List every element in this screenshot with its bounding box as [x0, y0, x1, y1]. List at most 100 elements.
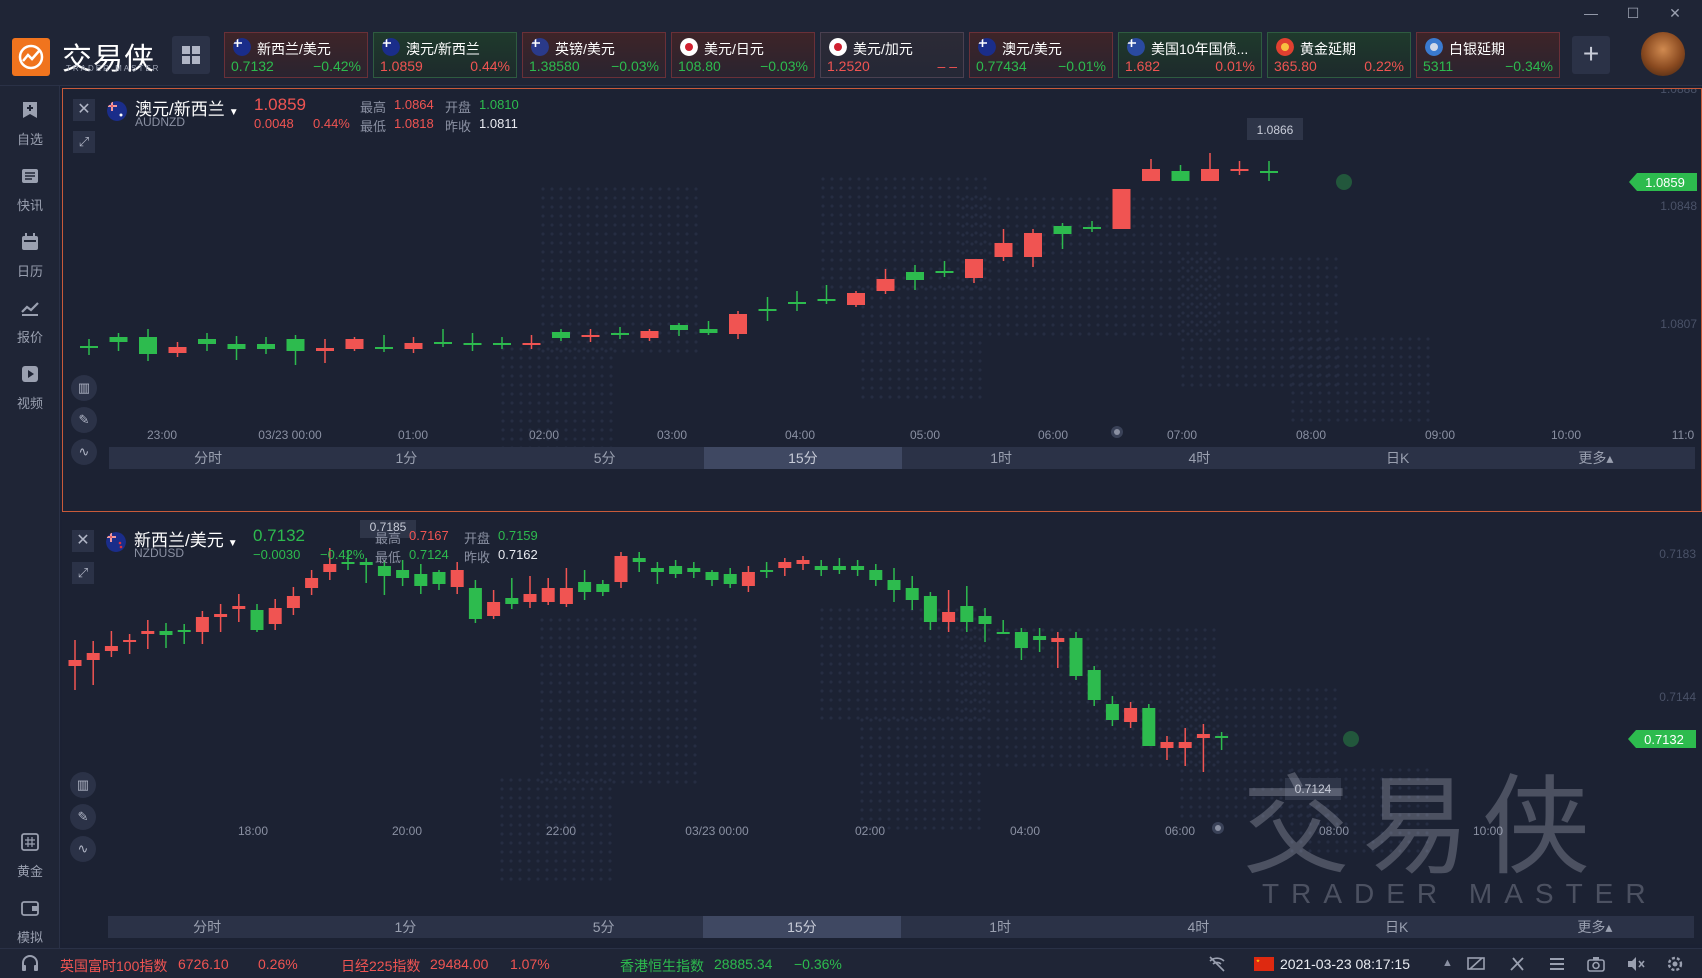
instrument-name[interactable]: 新西兰/美元 ▼ [134, 526, 238, 551]
minimize-button[interactable]: — [1584, 5, 1598, 21]
timeframe-option[interactable]: 1时 [989, 919, 1012, 935]
timeframe-option[interactable]: 日K [1384, 919, 1409, 935]
screen-icon[interactable] [1466, 955, 1486, 973]
instrument-code: NZDUSD [134, 546, 184, 560]
no-signal-icon[interactable] [1208, 955, 1226, 973]
quote-tab[interactable]: 新西兰/美元 0.7132 −0.42% [224, 32, 368, 78]
chart-type-button[interactable]: ∿ [71, 439, 97, 465]
candle-body [195, 617, 209, 632]
quote-tab[interactable]: 澳元/新西兰 1.0859 0.44% [373, 32, 517, 78]
camera-icon[interactable] [1586, 955, 1606, 973]
avatar[interactable] [1641, 32, 1685, 76]
price-change-pct: 0.44% [313, 116, 350, 131]
layout-grid-button[interactable] [172, 36, 210, 74]
grid-icon [182, 46, 200, 64]
indicator-tool-button[interactable]: ▥ [71, 375, 97, 401]
candlestick-chart[interactable]: 0.7183 0.7144 18:00 20:00 22:00 03/23 00:00 02… [62, 520, 1700, 942]
candle-body [257, 344, 275, 349]
candle-body [978, 616, 992, 624]
open-value: 0.7159 [498, 528, 538, 543]
quote-tab[interactable]: 白银延期 5311 −0.34% [1416, 32, 1560, 78]
candle-body [305, 578, 319, 588]
timeframe-option[interactable]: 15分 [703, 447, 902, 469]
expand-panel-button[interactable]: ⤢ [72, 562, 94, 584]
candle-body [1053, 226, 1072, 234]
bookmark-icon [23, 102, 37, 118]
quote-tab-name: 澳元/美元 [1002, 41, 1062, 57]
candle-body [359, 562, 373, 565]
quote-tab[interactable]: 英镑/美元 1.38580 −0.03% [522, 32, 666, 78]
timeframe-option[interactable]: 日K [1385, 450, 1410, 466]
sidebar-item-video[interactable]: 视频 [0, 364, 60, 412]
timeframe-option[interactable]: 4时 [1187, 919, 1210, 935]
jp-flag-icon [680, 38, 698, 56]
timeframe-option[interactable]: 5分 [592, 919, 615, 935]
headset-icon[interactable] [20, 955, 40, 973]
timeframe-option[interactable]: 1时 [990, 450, 1013, 466]
world-map-backdrop [501, 177, 1430, 450]
indicator-tool-button[interactable]: ▥ [70, 772, 96, 798]
close-panel-button[interactable]: ✕ [73, 99, 95, 121]
silver-icon [1425, 38, 1443, 56]
candle-body [487, 602, 501, 616]
index-name[interactable]: 香港恒生指数 [620, 958, 704, 974]
world-map-backdrop [500, 608, 1429, 881]
candle-body [505, 598, 519, 604]
timeframe-option[interactable]: 1分 [394, 919, 417, 935]
timeframe-option[interactable]: 分时 [193, 919, 222, 935]
candle-body [522, 343, 541, 345]
expand-panel-button[interactable]: ⤢ [73, 131, 95, 153]
index-name[interactable]: 日经225指数 [341, 958, 421, 974]
candle-body [832, 566, 846, 570]
timeframe-option[interactable]: 15分 [702, 916, 901, 938]
candlestick-chart[interactable]: 1.0888 1.0848 1.0807 23:00 03/23 00:00 01:00 0… [63, 89, 1701, 511]
timeframe-option[interactable]: 4时 [1188, 450, 1211, 466]
instrument-name[interactable]: 澳元/新西兰 ▼ [135, 95, 239, 120]
sidebar-item-watchlist[interactable]: 自选 [0, 100, 60, 148]
candle-body [935, 271, 954, 273]
close-panel-button[interactable]: ✕ [72, 530, 94, 552]
add-quote-button[interactable]: + [1572, 36, 1610, 74]
min-price-marker [1285, 778, 1341, 800]
candle-body [250, 610, 264, 630]
logo-icon [12, 38, 50, 76]
candle-body [578, 582, 592, 592]
sidebar-item-news[interactable]: 快讯 [0, 166, 60, 214]
time-axis-label: 03:00 [657, 428, 687, 442]
index-name[interactable]: 英国富时100指数 [60, 958, 168, 974]
time-axis-label: 23:00 [147, 428, 177, 442]
tools-icon[interactable] [1508, 955, 1526, 973]
timeframe-option[interactable]: 5分 [593, 450, 616, 466]
sidebar-item-calendar[interactable]: 日历 [0, 232, 60, 280]
caret-up-icon[interactable]: ▲ [1442, 957, 1453, 969]
quote-tab[interactable]: 澳元/美元 0.77434 −0.01% [969, 32, 1113, 78]
quote-tab[interactable]: 美国10年国债... 1.682 0.01% [1118, 32, 1262, 78]
sidebar-item-label: 模拟 [16, 930, 43, 945]
timeframe-option[interactable]: 更多▴ [1578, 450, 1614, 466]
time-axis-label: 03/23 00:00 [685, 824, 749, 838]
index-change: −0.36% [794, 956, 842, 972]
candle-body [942, 612, 956, 622]
mute-icon[interactable] [1626, 955, 1646, 973]
draw-tool-button[interactable]: ✎ [71, 407, 97, 433]
timeframe-option[interactable]: 1分 [395, 450, 418, 466]
price-change: 0.0048 [254, 116, 294, 131]
candle-body [906, 272, 924, 280]
quote-tab[interactable]: 黄金延期 365.80 0.22% [1267, 32, 1411, 78]
sidebar-item-quotes[interactable]: 报价 [0, 298, 60, 346]
menu-icon[interactable] [1548, 955, 1566, 973]
sidebar-item-demo[interactable]: 模拟 [0, 898, 60, 946]
quote-tab[interactable]: 美元/日元 108.80 −0.03% [671, 32, 815, 78]
settings-icon[interactable] [1666, 955, 1684, 973]
time-axis-label: 02:00 [855, 824, 885, 838]
maximize-button[interactable]: ☐ [1626, 5, 1640, 21]
timeframe-option[interactable]: 分时 [194, 450, 223, 466]
timeframe-option[interactable]: 更多▴ [1577, 919, 1613, 935]
draw-tool-button[interactable]: ✎ [70, 804, 96, 830]
close-window-button[interactable]: ✕ [1669, 5, 1681, 21]
sidebar-item-gold[interactable]: 黄金 [0, 832, 60, 880]
min-price-label: 0.7124 [1295, 782, 1332, 796]
chart-type-button[interactable]: ∿ [70, 836, 96, 862]
quote-tab[interactable]: 美元/加元 1.2520 – – [820, 32, 964, 78]
time-axis-label: 01:00 [398, 428, 428, 442]
